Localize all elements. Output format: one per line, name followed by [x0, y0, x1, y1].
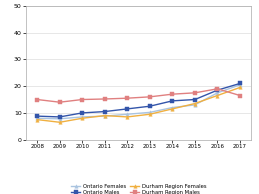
Ontario Females — [239, 84, 242, 86]
Ontario Males — [126, 108, 129, 110]
Durham Region Males — [81, 98, 84, 101]
Durham Region Males — [58, 101, 61, 103]
Line: Durham Region Females: Durham Region Females — [35, 86, 242, 124]
Legend: Ontario Females, Ontario Males, Durham Region Females, Durham Region Males: Ontario Females, Ontario Males, Durham R… — [70, 183, 207, 194]
Durham Region Females — [36, 118, 39, 121]
Ontario Females — [171, 106, 174, 109]
Durham Region Males — [239, 94, 242, 97]
Durham Region Females — [103, 114, 106, 117]
Ontario Females — [81, 116, 84, 118]
Durham Region Males — [36, 98, 39, 101]
Durham Region Males — [148, 96, 152, 98]
Line: Ontario Males: Ontario Males — [35, 82, 242, 119]
Durham Region Females — [58, 121, 61, 123]
Ontario Females — [126, 113, 129, 115]
Ontario Males — [193, 98, 197, 101]
Durham Region Females — [171, 108, 174, 110]
Ontario Males — [216, 89, 219, 91]
Ontario Males — [103, 110, 106, 113]
Ontario Males — [36, 115, 39, 117]
Durham Region Males — [126, 97, 129, 99]
Ontario Females — [103, 115, 106, 117]
Ontario Females — [193, 104, 197, 106]
Durham Region Females — [239, 86, 242, 89]
Durham Region Males — [193, 92, 197, 94]
Ontario Females — [36, 117, 39, 120]
Durham Region Females — [193, 102, 197, 105]
Ontario Males — [81, 112, 84, 114]
Ontario Males — [171, 100, 174, 102]
Ontario Females — [148, 111, 152, 113]
Ontario Males — [148, 105, 152, 107]
Durham Region Females — [148, 113, 152, 115]
Ontario Females — [58, 118, 61, 120]
Durham Region Males — [171, 93, 174, 95]
Ontario Females — [216, 92, 219, 94]
Line: Ontario Females: Ontario Females — [35, 83, 242, 120]
Ontario Males — [239, 82, 242, 85]
Durham Region Females — [216, 94, 219, 97]
Durham Region Females — [126, 116, 129, 118]
Durham Region Males — [216, 88, 219, 90]
Durham Region Females — [81, 117, 84, 120]
Durham Region Males — [103, 98, 106, 100]
Line: Durham Region Males: Durham Region Males — [35, 87, 242, 104]
Ontario Males — [58, 116, 61, 118]
